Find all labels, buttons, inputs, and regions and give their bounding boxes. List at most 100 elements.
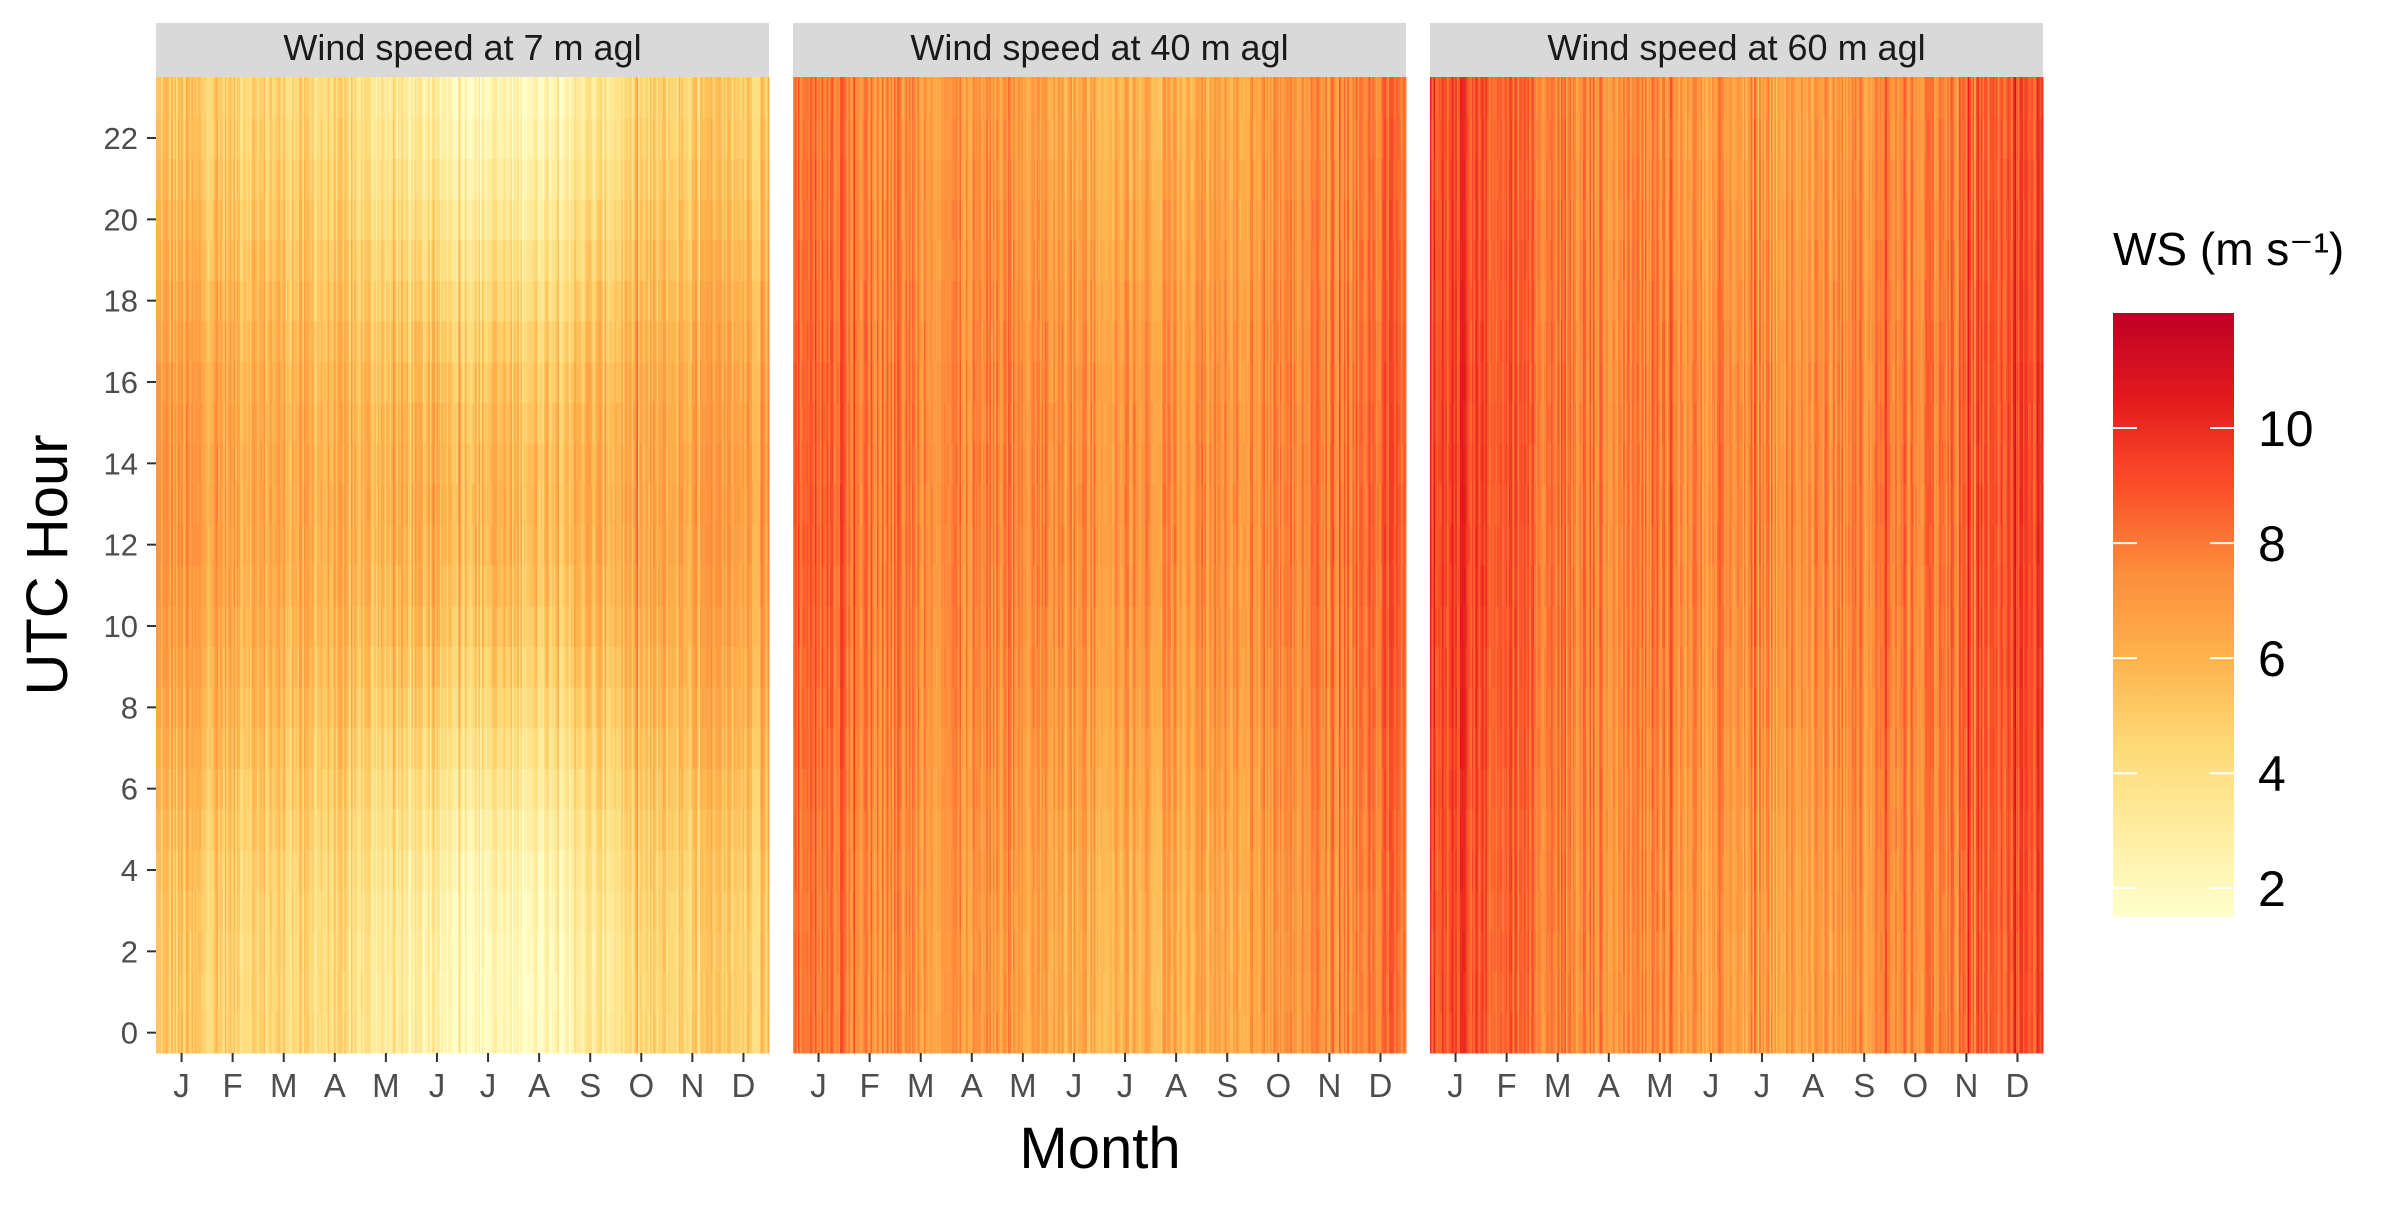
heatmap-cell bbox=[226, 117, 229, 159]
heatmap-cell bbox=[224, 199, 228, 241]
heatmap-cell bbox=[293, 687, 296, 729]
heatmap-cell bbox=[167, 443, 171, 485]
heatmap-cell bbox=[176, 443, 179, 485]
heatmap-cell bbox=[270, 971, 273, 1013]
heatmap-cell bbox=[287, 971, 290, 1013]
heatmap-cell bbox=[293, 1012, 296, 1054]
heatmap-cell bbox=[290, 321, 293, 363]
heatmap-cell bbox=[260, 565, 263, 607]
heatmap-cell bbox=[243, 768, 246, 810]
heatmap-cell bbox=[226, 605, 229, 647]
heatmap-cell bbox=[204, 809, 207, 851]
heatmap-cell bbox=[189, 402, 192, 444]
heatmap-cell bbox=[273, 77, 276, 119]
heatmap-cell bbox=[196, 483, 199, 525]
heatmap-cell bbox=[245, 77, 248, 119]
heatmap-cell bbox=[290, 809, 293, 851]
heatmap-cell bbox=[156, 77, 159, 119]
heatmap-cell bbox=[234, 443, 238, 485]
heatmap-cell bbox=[224, 565, 228, 607]
heatmap-cell bbox=[281, 646, 285, 688]
heatmap-cell bbox=[295, 646, 298, 688]
heatmap-cell bbox=[228, 443, 231, 485]
heatmap-cell bbox=[192, 199, 196, 241]
heatmap-cell bbox=[278, 77, 281, 119]
heatmap-cell bbox=[179, 971, 182, 1013]
heatmap-cell bbox=[213, 768, 216, 810]
heatmap-cell bbox=[167, 524, 171, 566]
heatmap-cell bbox=[300, 890, 303, 932]
heatmap-cell bbox=[164, 158, 167, 200]
heatmap-cell bbox=[224, 890, 228, 932]
heatmap-cell bbox=[191, 565, 194, 607]
heatmap-cell bbox=[159, 117, 162, 159]
heatmap-cell bbox=[288, 687, 291, 729]
heatmap-cell bbox=[204, 239, 207, 281]
heatmap-cell bbox=[292, 524, 295, 566]
heatmap-cell bbox=[268, 158, 271, 200]
heatmap-cell bbox=[208, 646, 211, 688]
heatmap-cell bbox=[184, 646, 187, 688]
heatmap-cell bbox=[260, 809, 263, 851]
heatmap-cell bbox=[209, 1012, 213, 1054]
heatmap-cell bbox=[159, 199, 162, 241]
heatmap-cell bbox=[258, 239, 261, 281]
heatmap-cell bbox=[206, 646, 209, 688]
heatmap-cell bbox=[283, 77, 286, 119]
heatmap-cell bbox=[295, 361, 298, 403]
heatmap-cell bbox=[298, 361, 302, 403]
heatmap-cell bbox=[213, 524, 216, 566]
heatmap-cell bbox=[162, 809, 165, 851]
heatmap-cell bbox=[238, 239, 241, 281]
heatmap-cell bbox=[260, 483, 263, 525]
heatmap-cell bbox=[157, 402, 160, 444]
heatmap-cell bbox=[156, 931, 159, 973]
heatmap-cell bbox=[167, 1012, 171, 1054]
heatmap-cell bbox=[216, 483, 219, 525]
heatmap-cell bbox=[248, 931, 251, 973]
heatmap-cell bbox=[216, 687, 219, 729]
heatmap-cell bbox=[223, 768, 226, 810]
heatmap-cell bbox=[219, 849, 223, 891]
heatmap-cell bbox=[176, 77, 179, 119]
heatmap-cell bbox=[248, 361, 251, 403]
heatmap-cell bbox=[218, 524, 221, 566]
heatmap-cell bbox=[157, 646, 160, 688]
heatmap-cell bbox=[171, 971, 174, 1013]
heatmap-cell bbox=[181, 361, 184, 403]
heatmap-cell bbox=[275, 809, 278, 851]
heatmap-cell bbox=[256, 280, 260, 322]
heatmap-cell bbox=[261, 605, 265, 647]
heatmap-cell bbox=[211, 117, 214, 159]
heatmap-cell bbox=[231, 727, 234, 769]
heatmap-cell bbox=[250, 931, 253, 973]
heatmap-cell bbox=[164, 565, 167, 607]
heatmap-cell bbox=[268, 849, 271, 891]
heatmap-cell bbox=[258, 605, 261, 647]
heatmap-cell bbox=[213, 727, 216, 769]
heatmap-cell bbox=[280, 117, 283, 159]
heatmap-cell bbox=[255, 565, 258, 607]
heatmap-cell bbox=[181, 77, 184, 119]
heatmap-cell bbox=[191, 402, 194, 444]
heatmap-cell bbox=[197, 849, 201, 891]
heatmap-cell bbox=[206, 483, 209, 525]
heatmap-cell bbox=[246, 402, 249, 444]
heatmap-cell bbox=[209, 565, 213, 607]
heatmap-cell bbox=[192, 890, 196, 932]
heatmap-cell bbox=[270, 605, 273, 647]
heatmap-cell bbox=[214, 646, 218, 688]
heatmap-cell bbox=[287, 402, 290, 444]
heatmap-cell bbox=[164, 321, 167, 363]
heatmap-cell bbox=[214, 809, 218, 851]
heatmap-cell bbox=[209, 646, 213, 688]
heatmap-cell bbox=[278, 402, 281, 444]
heatmap-cell bbox=[231, 1012, 234, 1054]
heatmap-cell bbox=[224, 117, 228, 159]
heatmap-cell bbox=[171, 849, 174, 891]
heatmap-cell bbox=[233, 849, 236, 891]
heatmap-cell bbox=[253, 402, 256, 444]
heatmap-cell bbox=[159, 280, 162, 322]
heatmap-cell bbox=[164, 239, 167, 281]
heatmap-cell bbox=[177, 890, 181, 932]
